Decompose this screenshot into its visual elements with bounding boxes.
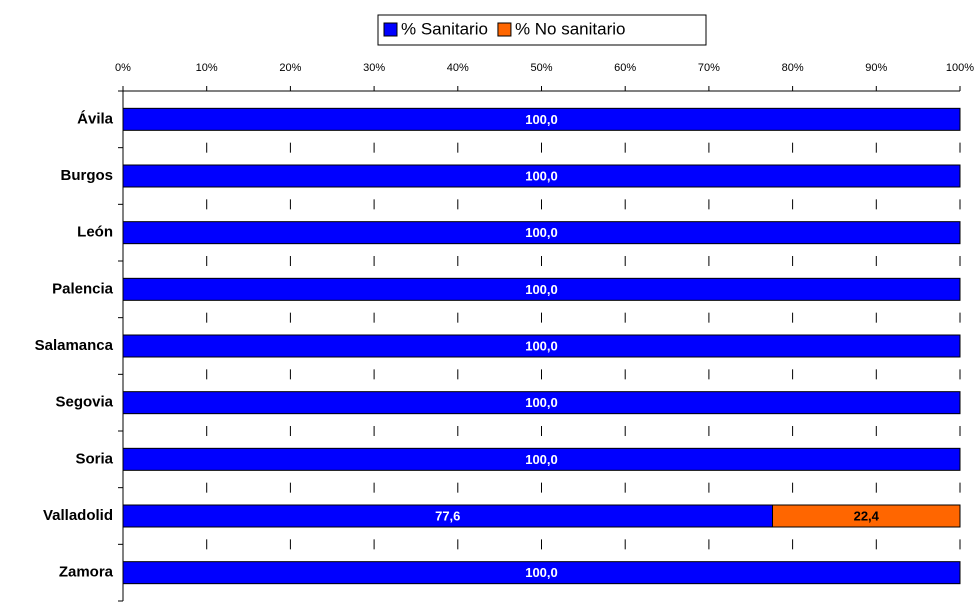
y-tick-label: Salamanca	[35, 337, 114, 354]
bar-segment	[772, 504, 961, 528]
bar-segment	[122, 107, 961, 131]
data-label: 100,0	[525, 282, 558, 297]
bar-segment	[122, 561, 961, 585]
data-label: 100,0	[525, 168, 558, 183]
data-label: 100,0	[525, 112, 558, 127]
bar-segment	[122, 221, 961, 245]
legend-swatch	[383, 22, 398, 37]
bar-segment	[122, 334, 961, 358]
y-tick-label: Burgos	[61, 167, 114, 184]
y-tick-label: León	[77, 224, 113, 241]
legend-label: % Sanitario	[401, 19, 488, 38]
data-label: 100,0	[525, 452, 558, 467]
bar-segment	[122, 391, 961, 415]
legend-label: % No sanitario	[515, 19, 626, 38]
legend-box	[377, 14, 707, 46]
y-tick-label: Valladolid	[43, 507, 113, 524]
x-tick-label: 90%	[865, 62, 887, 74]
y-tick-label: Zamora	[59, 564, 114, 581]
data-label: 100,0	[525, 565, 558, 580]
bar-segment	[122, 277, 961, 301]
x-tick-label: 20%	[279, 62, 301, 74]
x-tick-label: 100%	[946, 62, 974, 74]
y-tick-label: Palencia	[52, 280, 114, 297]
x-tick-label: 10%	[196, 62, 218, 74]
y-tick-label: Soria	[75, 450, 113, 467]
x-tick-label: 50%	[530, 62, 552, 74]
x-tick-label: 80%	[782, 62, 804, 74]
x-tick-label: 30%	[363, 62, 385, 74]
bar-segment	[122, 164, 961, 188]
y-tick-label: Ávila	[77, 110, 114, 127]
bar-segment	[122, 447, 961, 471]
x-tick-label: 40%	[447, 62, 469, 74]
data-label: 77,6	[435, 508, 460, 523]
x-tick-label: 70%	[698, 62, 720, 74]
data-label: 22,4	[854, 508, 880, 523]
legend-swatch	[497, 22, 512, 37]
data-label: 100,0	[525, 395, 558, 410]
x-tick-label: 0%	[115, 62, 131, 74]
y-tick-label: Segovia	[55, 394, 113, 411]
x-tick-label: 60%	[614, 62, 636, 74]
data-label: 100,0	[525, 338, 558, 353]
data-label: 100,0	[525, 225, 558, 240]
